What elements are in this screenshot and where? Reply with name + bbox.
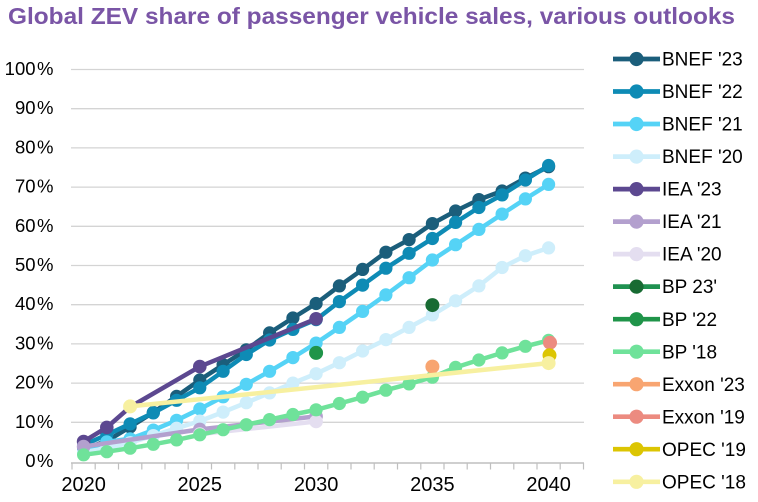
svg-text:80%: 80%: [15, 136, 54, 157]
svg-text:2020: 2020: [61, 474, 106, 496]
svg-text:IEA '21: IEA '21: [662, 212, 722, 233]
svg-text:IEA '23: IEA '23: [662, 180, 722, 201]
svg-text:20%: 20%: [15, 372, 54, 393]
svg-text:2040: 2040: [526, 474, 571, 496]
svg-text:Exxon '23: Exxon '23: [662, 375, 745, 396]
svg-text:BP '22: BP '22: [662, 310, 717, 331]
svg-text:OPEC '19: OPEC '19: [662, 440, 746, 461]
svg-text:OPEC '18: OPEC '18: [662, 472, 746, 493]
svg-text:90%: 90%: [15, 97, 54, 118]
svg-text:70%: 70%: [15, 176, 54, 197]
svg-text:2030: 2030: [294, 474, 339, 496]
svg-text:40%: 40%: [15, 293, 54, 314]
svg-text:30%: 30%: [15, 332, 54, 353]
svg-text:BP '18: BP '18: [662, 342, 717, 363]
svg-text:Exxon '19: Exxon '19: [662, 407, 745, 428]
svg-text:50%: 50%: [15, 254, 54, 275]
svg-text:60%: 60%: [15, 215, 54, 236]
svg-text:BP 23': BP 23': [662, 277, 717, 298]
svg-text:100%: 100%: [5, 58, 54, 79]
svg-text:BNEF '20: BNEF '20: [662, 147, 743, 168]
svg-text:IEA '20: IEA '20: [662, 245, 722, 266]
svg-text:Global ZEV share of passenger: Global ZEV share of passenger vehicle sa…: [8, 3, 735, 29]
svg-text:BNEF '21: BNEF '21: [662, 115, 743, 136]
svg-text:0%: 0%: [25, 450, 53, 471]
svg-text:BNEF '22: BNEF '22: [662, 82, 743, 103]
svg-text:2035: 2035: [410, 474, 455, 496]
svg-text:BNEF '23: BNEF '23: [662, 50, 743, 71]
svg-text:10%: 10%: [15, 411, 54, 432]
svg-text:2025: 2025: [178, 474, 223, 496]
